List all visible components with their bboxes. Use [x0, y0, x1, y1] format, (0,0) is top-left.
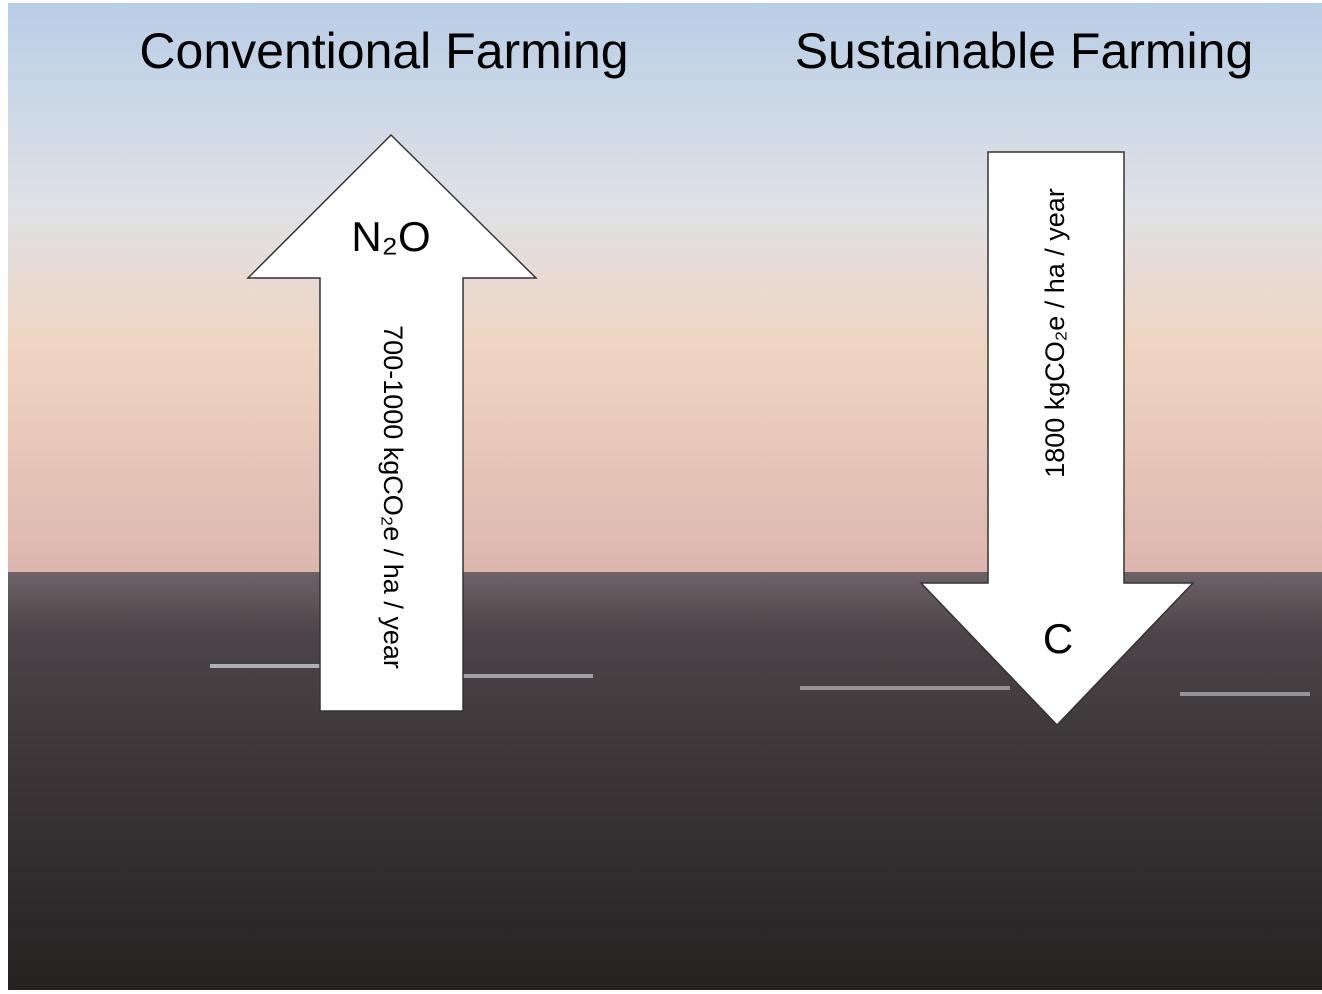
water — [210, 664, 320, 668]
down-arrow — [919, 151, 1195, 727]
water — [463, 674, 593, 678]
amount-label: 1800 kgCO₂e / ha / year — [1040, 188, 1070, 478]
sky — [8, 3, 1322, 575]
water — [800, 686, 1010, 690]
water — [1180, 692, 1310, 696]
gas-label: N₂O — [351, 213, 430, 260]
amount-label: 700-1000 kgCO₂e / ha / year — [378, 325, 408, 669]
left-title: Conventional Farming — [139, 23, 628, 79]
gas-label: C — [1043, 615, 1073, 662]
up-arrow — [246, 133, 538, 712]
right-title: Sustainable Farming — [795, 23, 1254, 79]
